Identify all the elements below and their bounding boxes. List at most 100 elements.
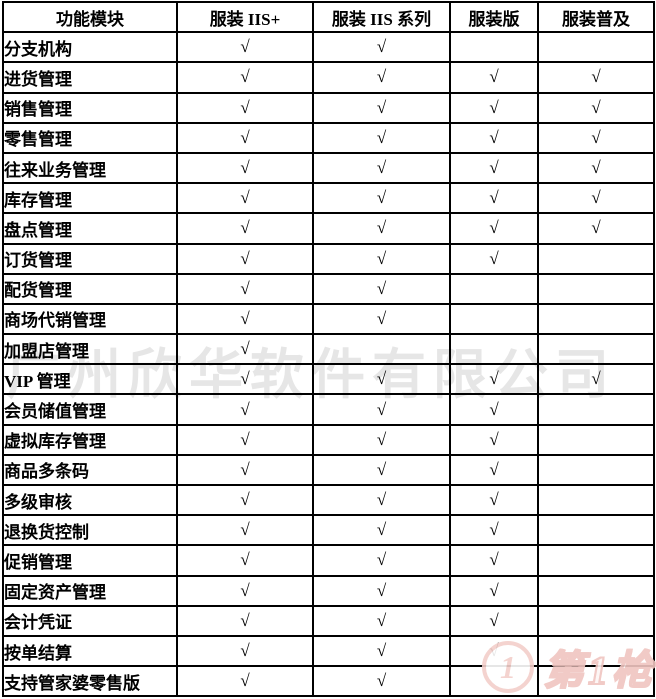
table-row: 支持管家婆零售版 √ √ bbox=[2, 665, 655, 698]
check-cell: √ bbox=[312, 665, 451, 698]
column-header-module: 功能模块 bbox=[2, 0, 178, 34]
check-cell: √ bbox=[449, 242, 539, 275]
check-cell: √ bbox=[176, 604, 314, 637]
check-cell: √ bbox=[176, 333, 314, 366]
check-cell: √ bbox=[312, 182, 451, 215]
check-cell: √ bbox=[312, 31, 451, 64]
table-row: 会计凭证 √ √ √ bbox=[2, 604, 655, 637]
check-cell bbox=[537, 514, 655, 547]
check-cell bbox=[537, 31, 655, 64]
table-row: 会员储值管理 √ √ √ bbox=[2, 393, 655, 426]
module-name-cell: 固定资产管理 bbox=[2, 574, 178, 607]
module-name-cell: VIP 管理 bbox=[2, 363, 178, 396]
table-row: 盘点管理 √ √ √ √ bbox=[2, 212, 655, 245]
check-cell bbox=[537, 393, 655, 426]
check-cell: √ bbox=[176, 453, 314, 487]
check-cell: √ bbox=[537, 61, 655, 94]
table-row: 退换货控制 √ √ √ bbox=[2, 514, 655, 547]
check-cell: √ bbox=[449, 393, 539, 426]
check-cell: √ bbox=[312, 242, 451, 275]
check-cell: √ bbox=[312, 363, 451, 396]
check-cell: √ bbox=[176, 91, 314, 124]
module-name-cell: 配货管理 bbox=[2, 272, 178, 305]
column-header-fuzhuang-puji: 服装普及 bbox=[537, 0, 655, 34]
check-cell: √ bbox=[312, 544, 451, 577]
check-cell bbox=[537, 544, 655, 577]
check-cell: √ bbox=[537, 91, 655, 124]
check-cell: √ bbox=[449, 604, 539, 637]
check-cell: √ bbox=[176, 31, 314, 64]
check-cell: √ bbox=[176, 182, 314, 215]
check-cell: √ bbox=[176, 272, 314, 305]
check-cell: √ bbox=[312, 393, 451, 426]
check-cell: √ bbox=[176, 212, 314, 245]
check-cell: √ bbox=[312, 272, 451, 305]
table-row: 多级审核 √ √ √ bbox=[2, 483, 655, 517]
check-cell: √ bbox=[449, 544, 539, 577]
check-cell bbox=[449, 333, 539, 366]
check-cell: √ bbox=[176, 121, 314, 154]
module-name-cell: 商品多条码 bbox=[2, 453, 178, 487]
check-cell: √ bbox=[449, 121, 539, 154]
check-cell: √ bbox=[312, 453, 451, 487]
check-cell: √ bbox=[449, 634, 539, 668]
check-cell: √ bbox=[449, 453, 539, 487]
table-row: 按单结算 √ √ √ bbox=[2, 634, 655, 668]
check-cell: √ bbox=[449, 363, 539, 396]
check-cell bbox=[449, 31, 539, 64]
check-cell bbox=[537, 634, 655, 668]
check-cell bbox=[537, 242, 655, 275]
check-cell: √ bbox=[176, 302, 314, 336]
check-cell: √ bbox=[312, 483, 451, 517]
table-row: 商品多条码 √ √ √ bbox=[2, 453, 655, 487]
check-cell: √ bbox=[537, 363, 655, 396]
check-cell: √ bbox=[449, 514, 539, 547]
module-name-cell: 零售管理 bbox=[2, 121, 178, 154]
check-cell: √ bbox=[449, 423, 539, 456]
header-row: 功能模块 服装 IIS+ 服装 IIS 系列 服装版 服装普及 bbox=[2, 0, 655, 34]
check-cell: √ bbox=[537, 212, 655, 245]
table-row: 库存管理 √ √ √ √ bbox=[2, 182, 655, 215]
check-cell bbox=[537, 665, 655, 698]
table-row: 商场代销管理 √ √ bbox=[2, 302, 655, 336]
check-cell: √ bbox=[176, 665, 314, 698]
check-cell: √ bbox=[176, 242, 314, 275]
table-row: 加盟店管理 √ bbox=[2, 333, 655, 366]
check-cell: √ bbox=[176, 423, 314, 456]
check-cell: √ bbox=[449, 182, 539, 215]
check-cell bbox=[449, 302, 539, 336]
check-cell: √ bbox=[537, 151, 655, 185]
table-row: 往来业务管理 √ √ √ √ bbox=[2, 151, 655, 185]
module-name-cell: 多级审核 bbox=[2, 483, 178, 517]
check-cell: √ bbox=[176, 393, 314, 426]
check-cell: √ bbox=[176, 634, 314, 668]
module-name-cell: 按单结算 bbox=[2, 634, 178, 668]
check-cell bbox=[537, 604, 655, 637]
table-row: 虚拟库存管理 √ √ √ bbox=[2, 423, 655, 456]
check-cell bbox=[312, 333, 451, 366]
module-name-cell: 会员储值管理 bbox=[2, 393, 178, 426]
module-name-cell: 商场代销管理 bbox=[2, 302, 178, 336]
check-cell: √ bbox=[176, 151, 314, 185]
check-cell bbox=[537, 483, 655, 517]
table-row: 进货管理 √ √ √ √ bbox=[2, 61, 655, 94]
table-row: 订货管理 √ √ √ bbox=[2, 242, 655, 275]
check-cell bbox=[449, 272, 539, 305]
check-cell bbox=[537, 302, 655, 336]
check-cell: √ bbox=[176, 514, 314, 547]
check-cell bbox=[449, 665, 539, 698]
module-name-cell: 会计凭证 bbox=[2, 604, 178, 637]
check-cell: √ bbox=[312, 423, 451, 456]
module-name-cell: 退换货控制 bbox=[2, 514, 178, 547]
column-header-iis-plus: 服装 IIS+ bbox=[176, 0, 314, 34]
check-cell: √ bbox=[449, 574, 539, 607]
check-cell: √ bbox=[449, 91, 539, 124]
module-name-cell: 盘点管理 bbox=[2, 212, 178, 245]
module-name-cell: 促销管理 bbox=[2, 544, 178, 577]
check-cell: √ bbox=[449, 151, 539, 185]
check-cell bbox=[537, 423, 655, 456]
table-row: 配货管理 √ √ bbox=[2, 272, 655, 305]
module-name-cell: 虚拟库存管理 bbox=[2, 423, 178, 456]
column-header-iis-series: 服装 IIS 系列 bbox=[312, 0, 451, 34]
